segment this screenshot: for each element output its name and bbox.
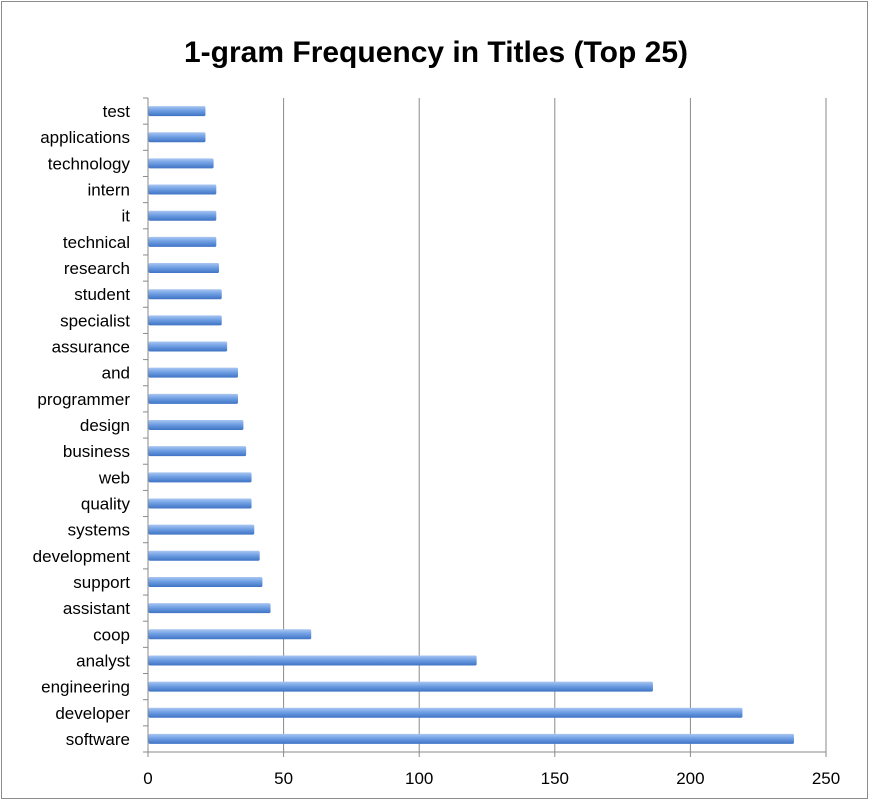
bar-quality — [148, 498, 252, 509]
bar-applications — [148, 132, 206, 143]
category-label-developer: developer — [55, 704, 130, 723]
x-tick-label-150: 150 — [541, 769, 569, 788]
bar-analyst — [148, 655, 477, 666]
category-label-business: business — [63, 442, 130, 461]
category-label-quality: quality — [81, 494, 131, 513]
bar-developer — [148, 707, 743, 718]
bar-web — [148, 472, 252, 483]
category-label-student: student — [74, 285, 130, 304]
category-label-assurance: assurance — [52, 338, 130, 357]
grid-lines — [283, 98, 827, 752]
x-tick-label-0: 0 — [143, 769, 152, 788]
bar-coop — [148, 629, 312, 640]
bar-student — [148, 289, 222, 300]
category-label-applications: applications — [40, 128, 130, 147]
category-label-web: web — [98, 468, 130, 487]
bar-assistant — [148, 603, 271, 614]
category-label-engineering: engineering — [41, 678, 130, 697]
category-label-programmer: programmer — [37, 390, 130, 409]
bar-support — [148, 576, 263, 587]
category-label-specialist: specialist — [60, 311, 130, 330]
category-label-support: support — [73, 573, 130, 592]
bar-programmer — [148, 393, 238, 404]
bar-software — [148, 733, 794, 744]
bar-technology — [148, 158, 214, 169]
category-label-and: and — [102, 364, 130, 383]
bar-assurance — [148, 341, 228, 352]
bar-engineering — [148, 681, 653, 692]
bar-and — [148, 367, 238, 378]
bar-specialist — [148, 315, 222, 326]
x-tick-label-250: 250 — [812, 769, 840, 788]
bar-technical — [148, 236, 217, 247]
bar-it — [148, 210, 217, 221]
axes — [143, 97, 827, 757]
category-label-assistant: assistant — [63, 599, 130, 618]
category-label-technology: technology — [48, 154, 131, 173]
bar-business — [148, 446, 247, 457]
bar-development — [148, 550, 260, 561]
category-label-test: test — [103, 102, 131, 121]
category-label-coop: coop — [93, 625, 130, 644]
bar-test — [148, 106, 206, 117]
category-label-analyst: analyst — [76, 651, 130, 670]
x-tick-label-200: 200 — [676, 769, 704, 788]
category-label-it: it — [122, 207, 131, 226]
bars — [148, 106, 794, 744]
bar-design — [148, 420, 244, 430]
category-label-development: development — [33, 547, 131, 566]
bar-intern — [148, 184, 217, 195]
category-label-software: software — [66, 730, 130, 749]
chart-title: 1-gram Frequency in Titles (Top 25) — [184, 36, 688, 69]
category-label-research: research — [64, 259, 130, 278]
x-tick-label-50: 50 — [274, 769, 293, 788]
category-label-systems: systems — [68, 521, 130, 540]
category-label-intern: intern — [87, 181, 130, 200]
category-label-design: design — [80, 416, 130, 435]
category-labels: software developer engineering analyst coop a… — [33, 102, 131, 749]
category-label-technical: technical — [63, 233, 130, 252]
bar-research — [148, 263, 220, 274]
bar-systems — [148, 524, 255, 535]
x-tick-labels: 0 50 100 150 200 250 — [143, 769, 840, 788]
x-tick-label-100: 100 — [405, 769, 433, 788]
